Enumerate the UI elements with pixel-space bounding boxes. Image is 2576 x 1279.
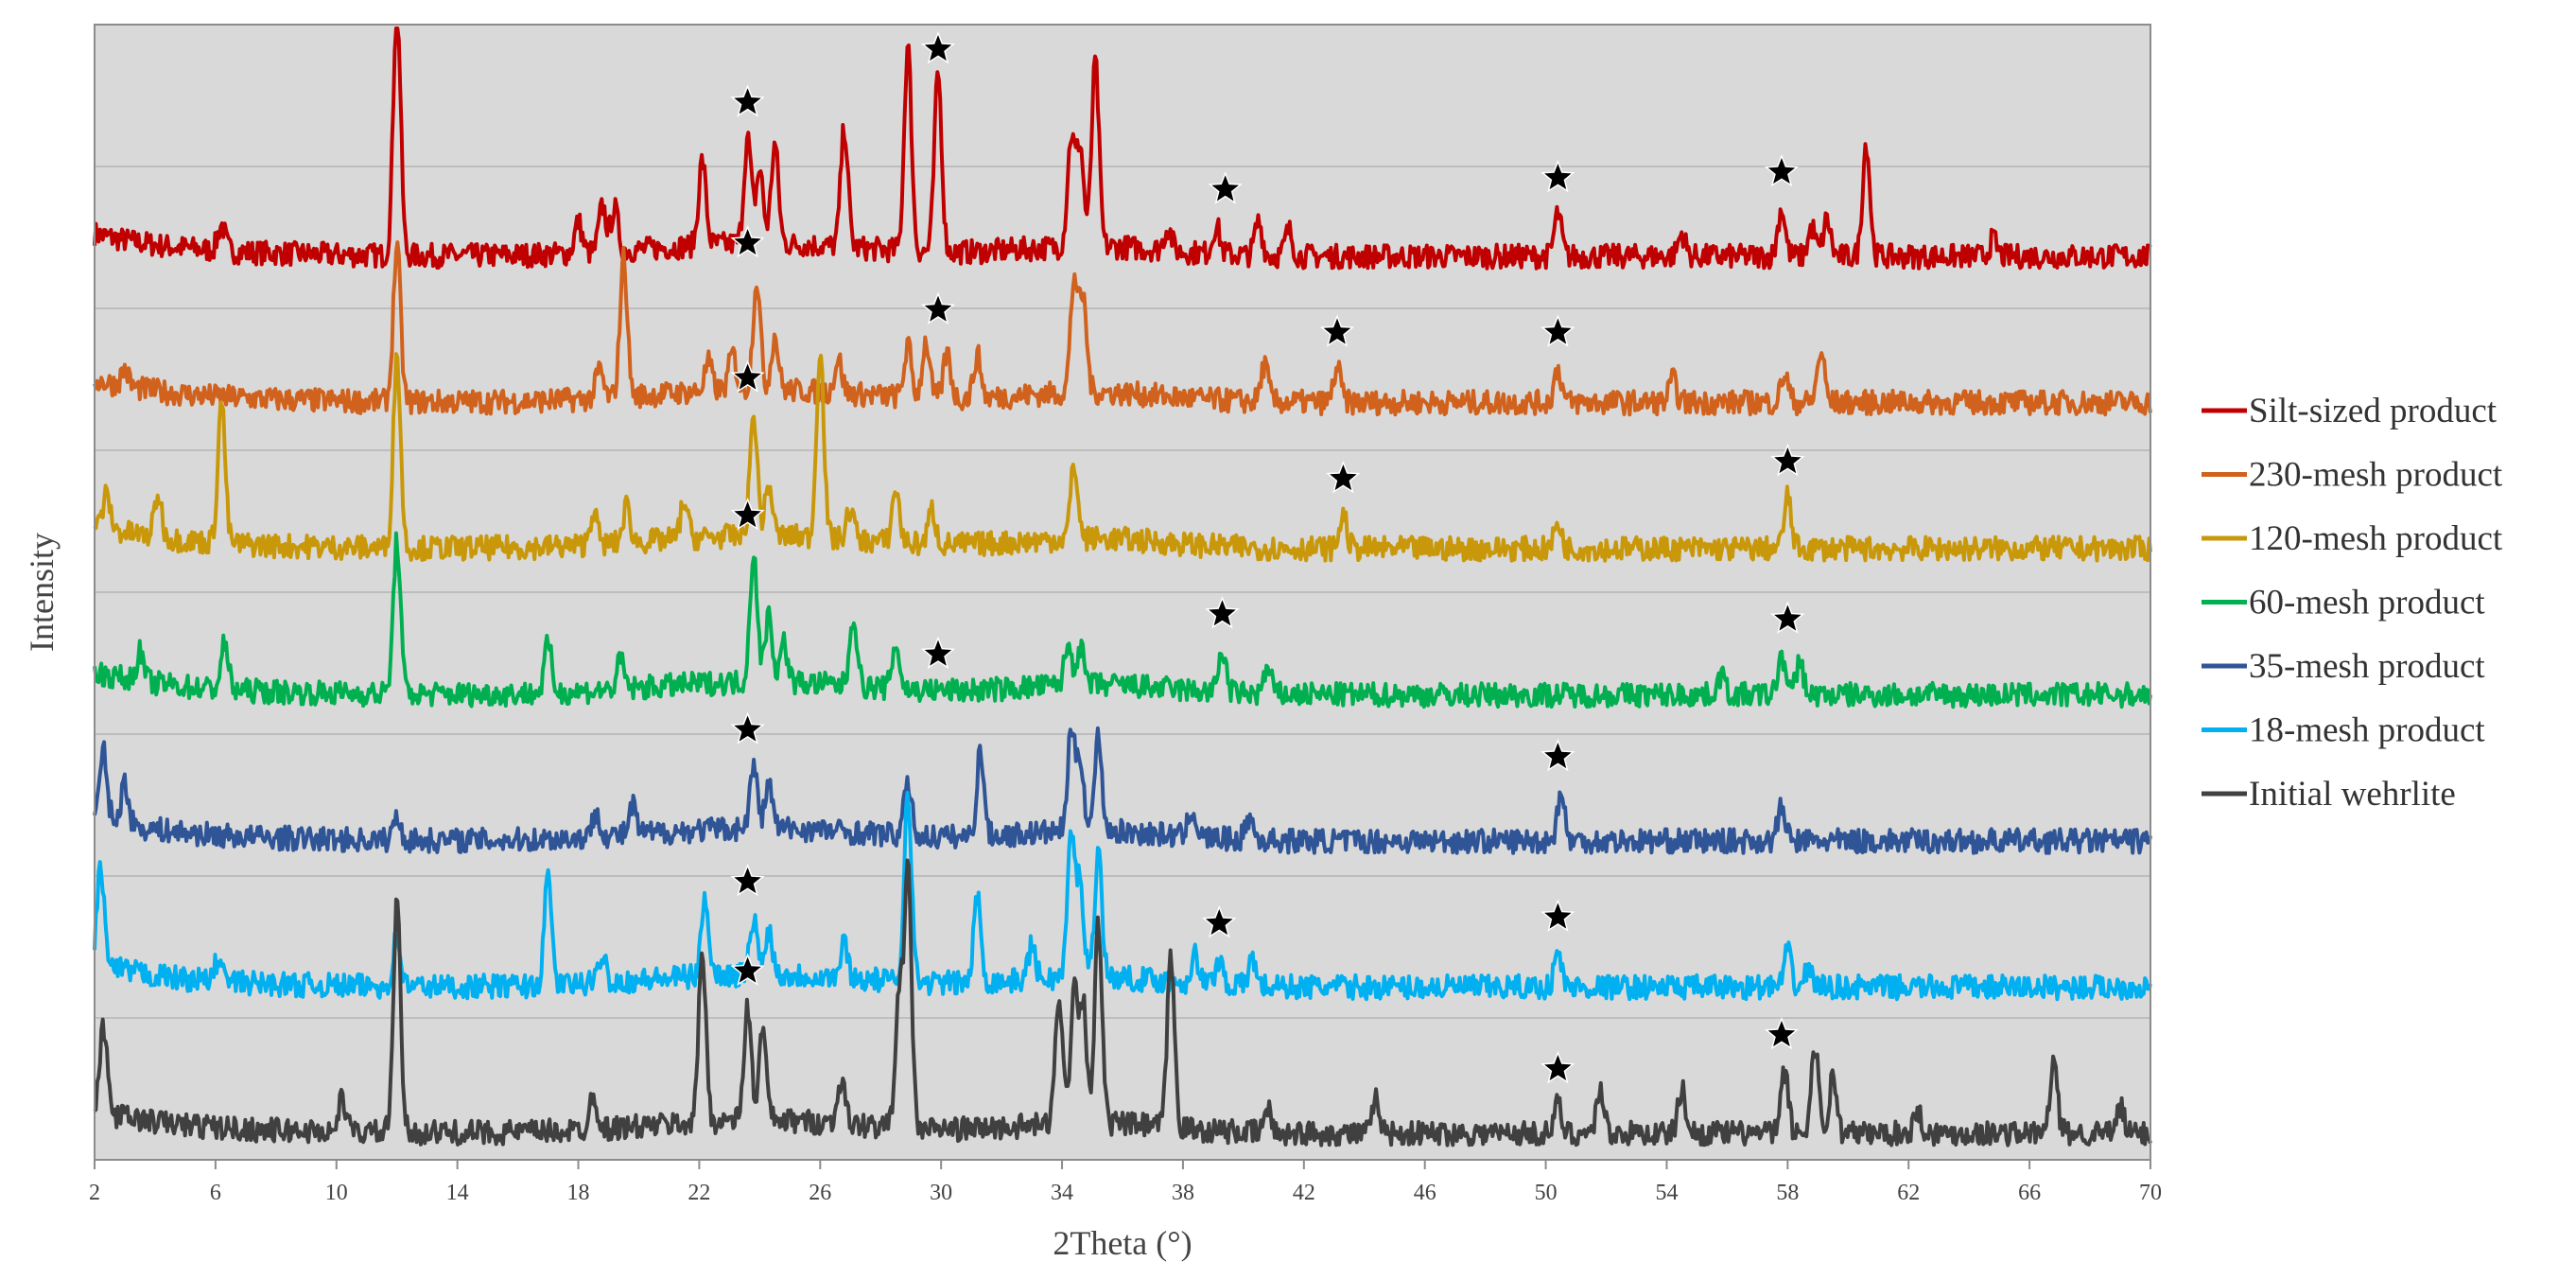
star-icon [730, 953, 765, 987]
x-tick-label: 30 [930, 1181, 952, 1205]
x-tick-label: 34 [1051, 1181, 1073, 1205]
star-icon [1540, 1050, 1575, 1084]
star-icon [920, 30, 956, 64]
legend-label: Initial wehrlite [2249, 775, 2456, 814]
series-line [93, 240, 2152, 417]
star-icon [1770, 601, 1805, 634]
legend-item: Silt-sized product [2202, 392, 2498, 430]
star-marker [1764, 1016, 1800, 1050]
x-tick-label: 2 [89, 1181, 100, 1205]
x-tick-label: 70 [2139, 1181, 2162, 1205]
star-icon [1205, 596, 1240, 629]
star-icon [1770, 443, 1805, 477]
star-marker [730, 84, 765, 117]
star-marker [730, 497, 765, 531]
star-icon [1326, 460, 1361, 494]
legend-item: Initial wehrlite [2202, 775, 2456, 814]
legend-label: 230-mesh product [2249, 456, 2503, 495]
star-icon [1764, 1016, 1800, 1050]
x-tick-label: 22 [688, 1181, 710, 1205]
series-layer [93, 26, 2152, 1148]
star-icon [920, 636, 956, 670]
star-marker [1770, 601, 1805, 634]
gridlines [95, 166, 2150, 1019]
series-line [93, 531, 2152, 710]
legend-item: 35-mesh product [2202, 647, 2485, 686]
legend-item: 230-mesh product [2202, 456, 2503, 495]
series-line [93, 726, 2152, 855]
star-marker [1540, 899, 1575, 932]
star-icon [1319, 314, 1355, 347]
x-tick-label: 26 [809, 1181, 831, 1205]
x-tick-label: 6 [210, 1181, 221, 1205]
legend-item: 120-mesh product [2202, 519, 2503, 558]
star-icon [1764, 153, 1800, 187]
star-marker [1319, 314, 1355, 347]
star-marker [730, 359, 765, 393]
star-marker [1540, 159, 1575, 193]
star-marker [730, 953, 765, 987]
x-tick-label: 46 [1414, 1181, 1436, 1205]
star-marker [1202, 904, 1237, 938]
star-markers [730, 30, 1805, 1084]
series-line [93, 791, 2152, 1002]
star-icon [1208, 171, 1243, 204]
star-marker [1770, 443, 1805, 477]
star-icon [730, 863, 765, 897]
legend-label: Silt-sized product [2249, 392, 2498, 430]
star-icon [1540, 738, 1575, 772]
star-icon [730, 84, 765, 117]
star-icon [1202, 904, 1237, 938]
x-tick-label: 54 [1655, 1181, 1678, 1205]
legend: Silt-sized product 230-mesh product 120-me… [2202, 392, 2503, 814]
star-icon [730, 224, 765, 258]
star-marker [730, 711, 765, 745]
star-icon [730, 359, 765, 393]
star-marker [920, 30, 956, 64]
legend-label: 18-mesh product [2249, 711, 2485, 750]
x-tick-label: 18 [567, 1181, 590, 1205]
star-marker [730, 863, 765, 897]
series-line [93, 352, 2152, 563]
star-icon [730, 711, 765, 745]
series-line [93, 26, 2152, 271]
x-tick-label: 66 [2018, 1181, 2041, 1205]
legend-label: 35-mesh product [2249, 647, 2485, 686]
x-tick-label: 38 [1172, 1181, 1194, 1205]
star-icon [1540, 314, 1575, 347]
star-marker [1764, 153, 1800, 187]
legend-item: 18-mesh product [2202, 711, 2485, 750]
star-icon [1540, 159, 1575, 193]
series-line [93, 858, 2152, 1148]
x-tick-label: 10 [325, 1181, 348, 1205]
legend-item: 60-mesh product [2202, 584, 2485, 622]
x-tick-label: 42 [1293, 1181, 1315, 1205]
x-axis-label: 2Theta (°) [1053, 1224, 1192, 1262]
x-axis: 2 6 10 14 18 22 26 30 34 38 42 46 50 54 58 62 66 70 [89, 1159, 2162, 1205]
star-marker [1540, 1050, 1575, 1084]
star-marker [1540, 738, 1575, 772]
x-tick-label: 58 [1776, 1181, 1799, 1205]
star-marker [1208, 171, 1243, 204]
y-axis-label: Intensity [23, 533, 61, 652]
star-marker [1326, 460, 1361, 494]
legend-label: 120-mesh product [2249, 519, 2503, 558]
star-marker [730, 224, 765, 258]
x-tick-label: 62 [1897, 1181, 1920, 1205]
x-tick-label: 14 [446, 1181, 469, 1205]
star-icon [1540, 899, 1575, 932]
star-marker [1540, 314, 1575, 347]
star-marker [920, 636, 956, 670]
star-icon [920, 291, 956, 325]
star-marker [1205, 596, 1240, 629]
x-tick-label: 50 [1535, 1181, 1558, 1205]
legend-label: 60-mesh product [2249, 584, 2485, 622]
star-icon [730, 497, 765, 531]
star-marker [920, 291, 956, 325]
